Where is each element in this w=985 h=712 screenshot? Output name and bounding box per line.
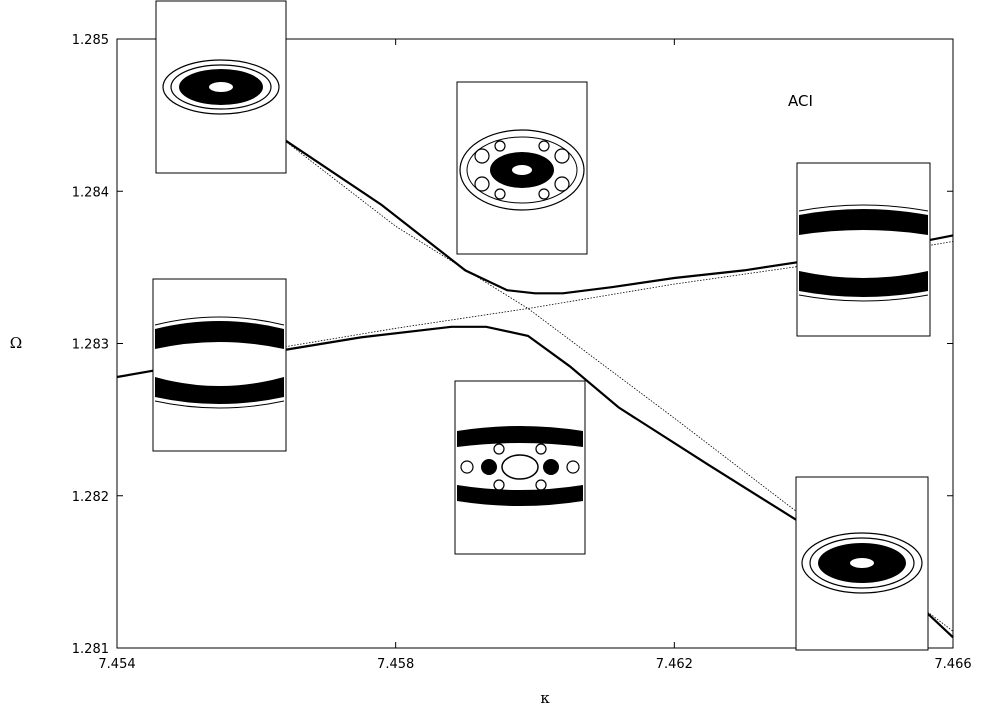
y-tick-label: 1.282 (72, 490, 109, 505)
contour-single-blob (801, 532, 923, 594)
y-tick-label: 1.281 (72, 642, 109, 657)
inset-mid-left (152, 278, 287, 452)
contour-double-band (154, 316, 285, 409)
inset-top-center (456, 81, 588, 255)
inset-mid-right (796, 162, 931, 337)
contour-ring-pattern (459, 129, 585, 211)
x-tick-label: 7.466 (934, 657, 971, 672)
y-tick-label: 1.283 (72, 338, 109, 353)
contour-split-pattern (457, 426, 583, 506)
y-tick-label: 1.284 (72, 185, 109, 200)
inset-bottom-right (795, 476, 929, 651)
inset-top-left (155, 0, 287, 174)
annotation-label: ACI (788, 92, 813, 110)
x-tick-label: 7.458 (377, 657, 414, 672)
x-axis-title: κ (540, 689, 550, 707)
inset-bottom-center (454, 380, 586, 555)
contour-single-blob (162, 59, 280, 115)
x-tick-label: 7.462 (656, 657, 693, 672)
contour-double-band (798, 204, 929, 302)
y-tick-label: 1.285 (72, 33, 109, 48)
tick-layer: 7.454 7.458 7.462 7.466 1.281 1.282 1.283 1.284… (72, 33, 972, 672)
x-tick-label: 7.454 (98, 657, 135, 672)
series-line-3 (276, 134, 954, 632)
y-axis-title: Ω (10, 334, 22, 352)
